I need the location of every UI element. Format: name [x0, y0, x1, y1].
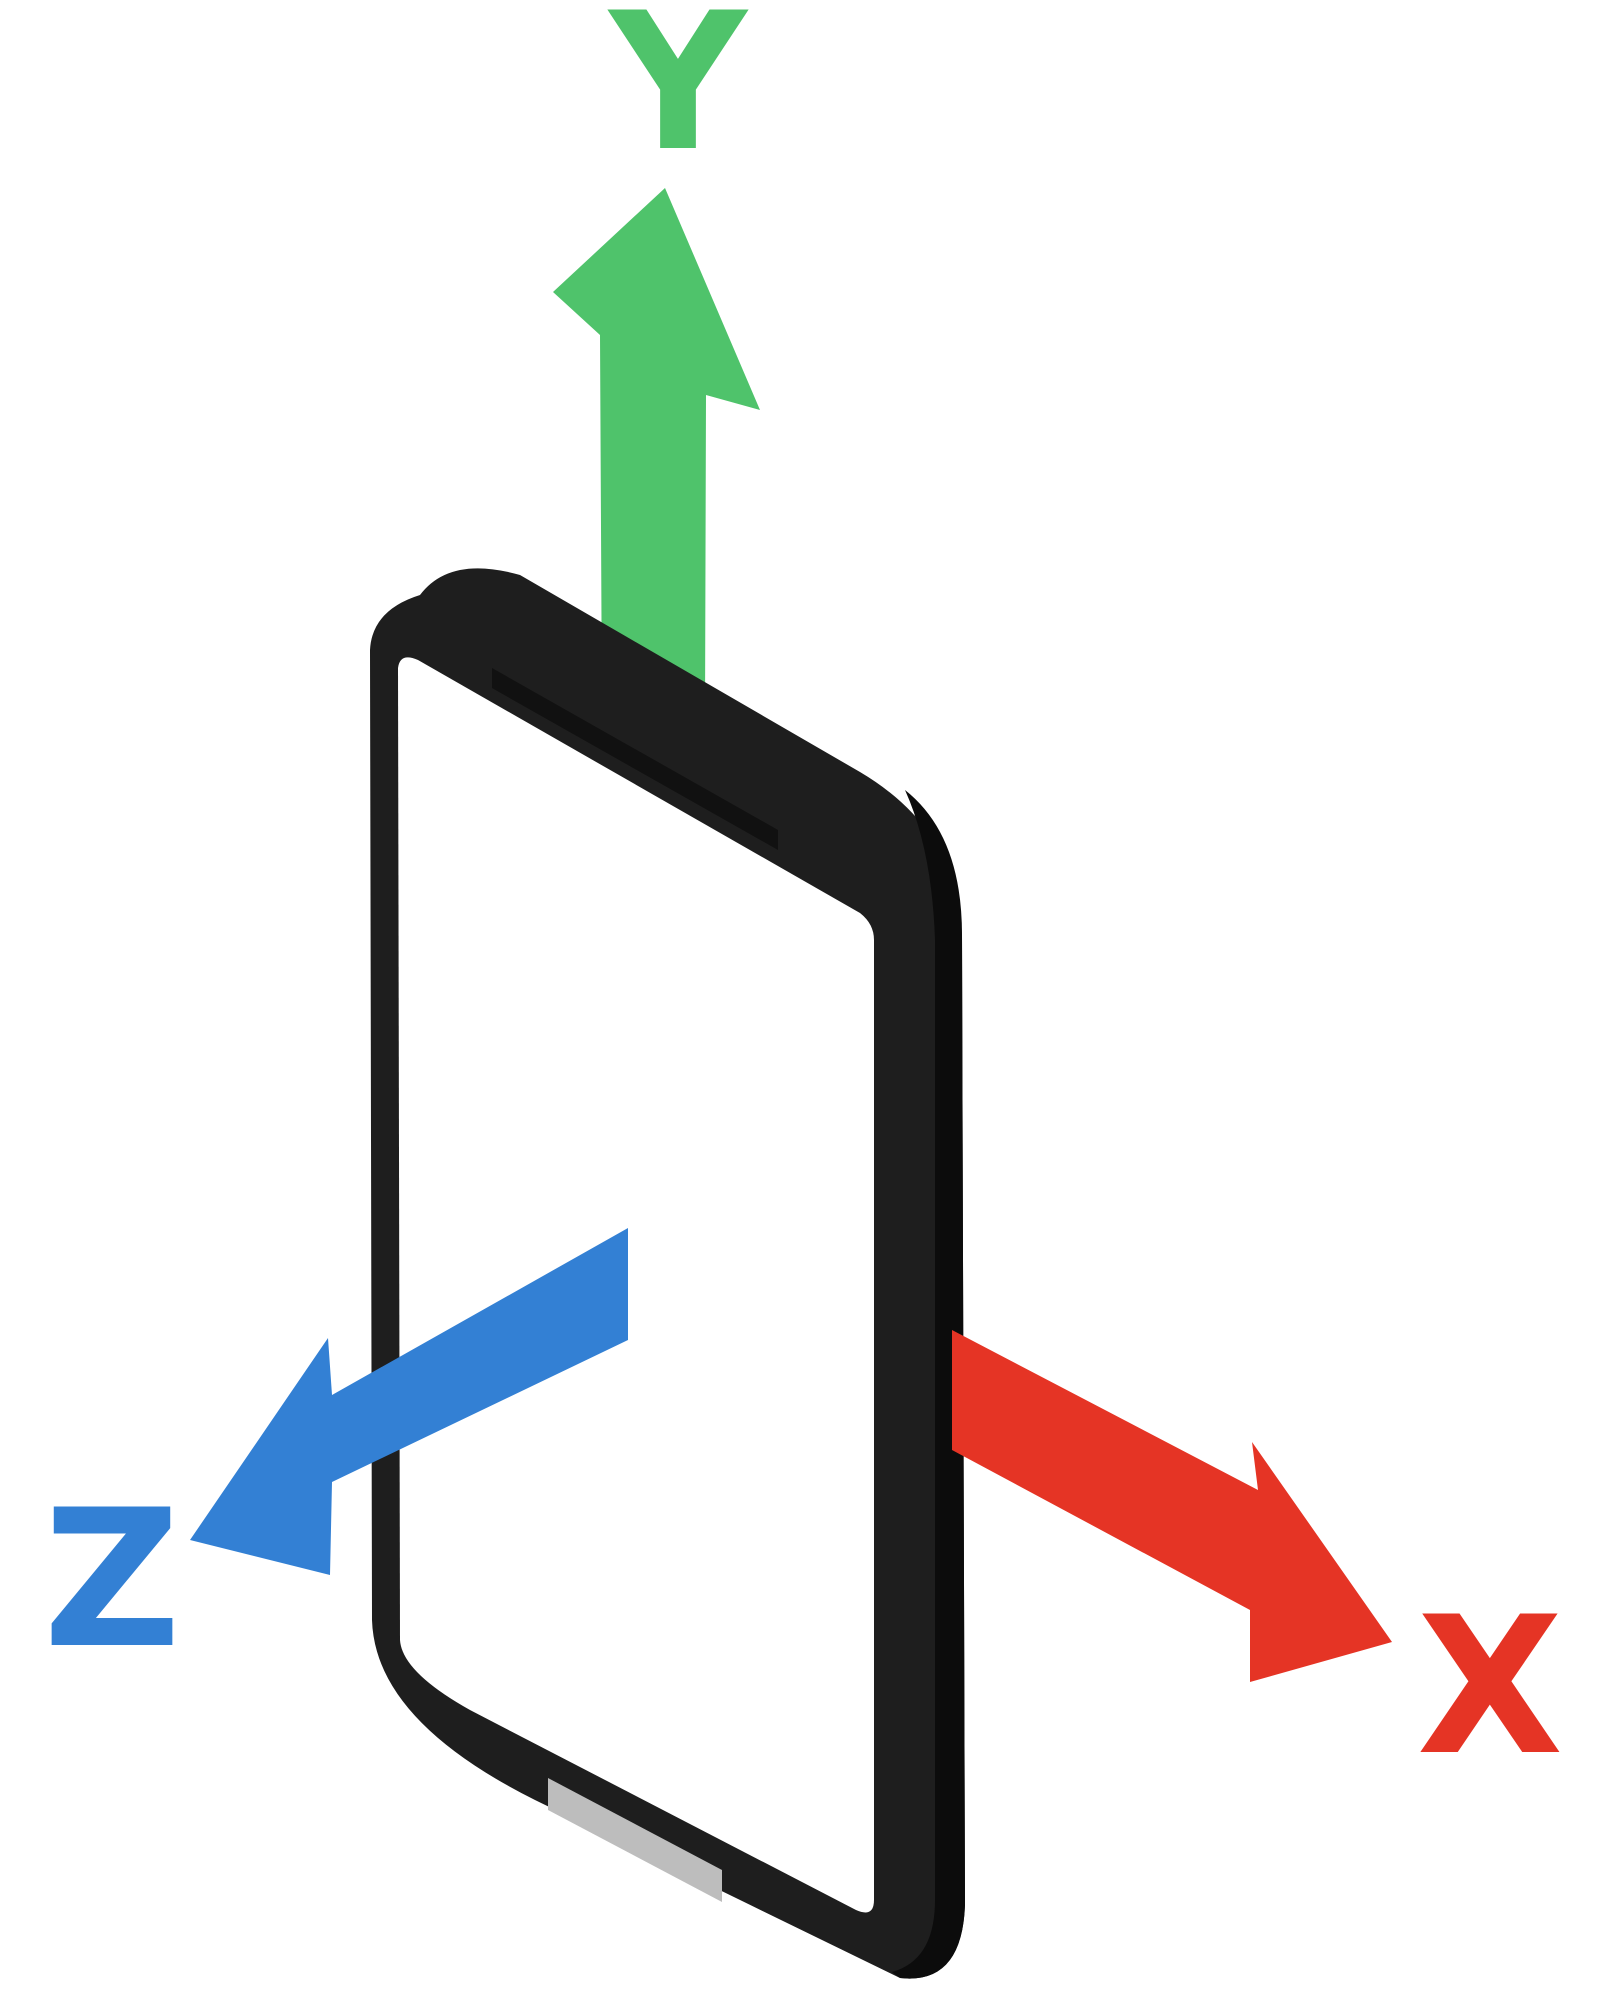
y-arrow-shape	[553, 188, 760, 718]
phone-screen	[398, 657, 874, 1913]
x-arrow-shape	[952, 1330, 1392, 1682]
x-axis-label: X	[1417, 1576, 1564, 1797]
phone-home-button	[548, 1778, 722, 1902]
phone-speaker	[492, 668, 778, 850]
y-axis-label: Y	[607, 0, 749, 193]
y-axis-arrow	[553, 188, 760, 718]
phone-side	[892, 790, 965, 1979]
z-arrow-shape	[190, 1228, 628, 1575]
z-axis-label: Z	[43, 1469, 181, 1690]
x-axis-arrow	[952, 1330, 1392, 1682]
z-axis-arrow	[190, 1228, 628, 1575]
phone	[370, 568, 965, 1979]
